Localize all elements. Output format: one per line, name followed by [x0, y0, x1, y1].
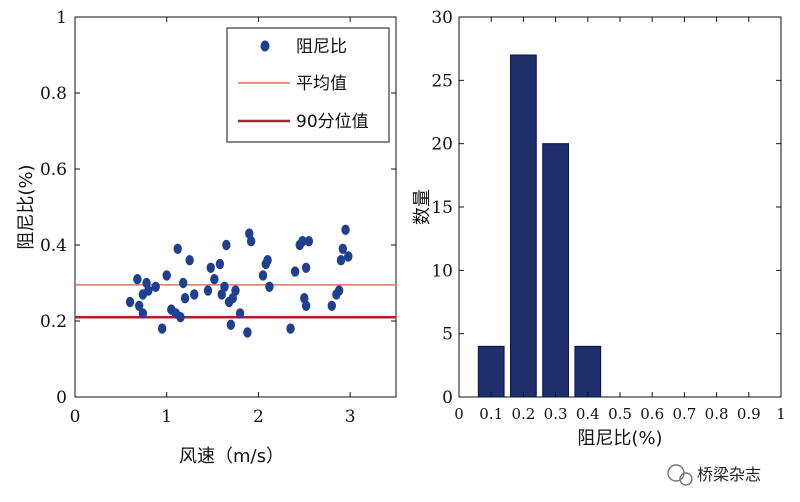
x-tick-label: 0 — [454, 405, 464, 423]
x-tick-label: 0.2 — [511, 405, 535, 423]
x-tick-label: 0.5 — [608, 405, 632, 423]
scatter-point — [190, 289, 199, 300]
y-tick-label: 1 — [56, 8, 67, 28]
x-tick-label: 1 — [161, 407, 172, 427]
scatter-point — [290, 266, 300, 277]
scatter-point — [265, 281, 274, 292]
histogram-bar — [510, 54, 537, 398]
scatter-point — [327, 300, 336, 311]
scatter-point — [263, 255, 272, 266]
legend-marker-scatter — [260, 40, 270, 52]
scatter-point — [203, 285, 213, 296]
scatter-point — [220, 281, 229, 292]
wechat-icon-small — [679, 472, 693, 486]
scatter-point — [231, 285, 240, 296]
scatter-point — [206, 262, 215, 273]
x-axis-label: 阻尼比(%) — [577, 428, 662, 449]
legend-label: 平均值 — [296, 74, 347, 94]
scatter-point — [243, 327, 252, 338]
y-tick-label: 0 — [56, 388, 67, 408]
y-tick-label: 10 — [431, 261, 453, 281]
y-tick-label: 20 — [431, 135, 453, 155]
x-axis-label: 风速（m/s） — [179, 446, 284, 467]
scatter-point — [176, 312, 185, 323]
watermark-text: 桥梁杂志 — [697, 465, 761, 484]
scatter-point — [222, 239, 231, 251]
scatter-point — [210, 274, 219, 285]
x-tick-label: 0.3 — [544, 405, 568, 423]
scatter-point — [179, 277, 188, 289]
histogram-bar — [542, 143, 569, 398]
x-tick-label: 0.4 — [576, 405, 600, 423]
scatter-point — [336, 255, 346, 266]
legend-label: 阻尼比 — [296, 37, 347, 57]
scatter-point — [138, 308, 148, 319]
watermark: 桥梁杂志 — [667, 464, 761, 486]
scatter-point — [185, 255, 194, 266]
legend-box — [226, 27, 390, 143]
x-tick-label: 0.8 — [705, 405, 729, 423]
scatter-point — [173, 243, 182, 254]
scatter-point — [246, 236, 256, 247]
scatter-point — [215, 258, 225, 270]
histogram-bar — [574, 345, 602, 398]
x-tick-label: 0.1 — [479, 405, 503, 423]
histogram-bar — [477, 345, 505, 398]
y-tick-label: 30 — [431, 8, 453, 28]
scatter-point — [341, 224, 350, 235]
scatter-point — [180, 293, 190, 304]
scatter-point — [258, 270, 268, 281]
x-tick-label: 2 — [253, 407, 264, 427]
x-tick-label: 0.6 — [640, 405, 664, 423]
scatter-point — [301, 262, 311, 273]
plot-frame — [74, 16, 397, 398]
scatter-point — [298, 236, 307, 247]
scatter-point — [304, 236, 314, 247]
y-axis-label: 阻尼比(%) — [16, 164, 37, 249]
y-tick-label: 0.4 — [40, 236, 67, 256]
x-tick-label: 0.9 — [737, 405, 761, 423]
x-tick-label: 3 — [345, 407, 356, 427]
scatter-point — [226, 319, 236, 330]
x-tick-label: 1 — [776, 405, 786, 423]
scatter-point — [151, 281, 160, 292]
scatter-point — [125, 296, 135, 308]
scatter-point — [334, 285, 344, 296]
y-tick-label: 0 — [442, 388, 453, 408]
scatter-point — [301, 300, 311, 311]
scatter-point — [144, 285, 153, 296]
y-axis-label: 数量 — [412, 189, 433, 225]
y-tick-label: 0.6 — [40, 160, 67, 180]
x-tick-label: 0.7 — [672, 405, 696, 423]
scatter-point — [338, 243, 348, 254]
scatter-point — [235, 308, 245, 319]
scatter-point — [133, 274, 142, 285]
y-tick-label: 5 — [442, 325, 453, 345]
x-tick-label: 0 — [70, 407, 81, 427]
scatter-point — [135, 300, 144, 311]
y-tick-label: 25 — [431, 71, 453, 91]
y-tick-label: 0.8 — [40, 84, 67, 104]
scatter-point — [344, 251, 353, 262]
wechat-icon — [667, 464, 685, 482]
scatter-point — [162, 270, 171, 281]
legend-label: 90分位值 — [296, 112, 369, 132]
scatter-point — [157, 323, 167, 334]
histogram-chart: 0 5 10 15 20 25 30 0 0.1 0.2 0.3 0.4 0.5 0.6 0.7 0.8 0.9… — [412, 8, 786, 449]
y-tick-label: 15 — [431, 198, 453, 218]
scatter-point — [286, 323, 295, 334]
y-tick-label: 0.2 — [40, 312, 67, 332]
plot-frame — [458, 16, 782, 398]
